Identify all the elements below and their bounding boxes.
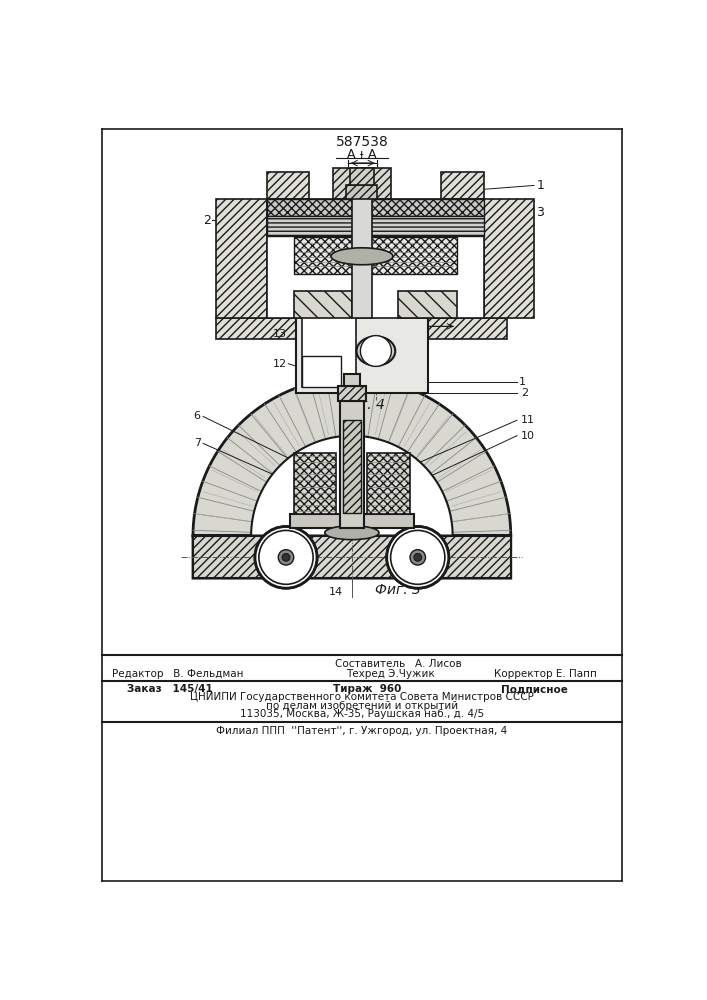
Text: 14: 14 — [329, 587, 344, 597]
Text: 13: 13 — [273, 329, 287, 339]
Text: 587538: 587538 — [336, 135, 388, 149]
Text: Фиг. 2: Фиг. 2 — [339, 344, 385, 358]
Bar — [267, 199, 484, 216]
Bar — [303, 356, 341, 387]
Text: 11: 11 — [521, 415, 534, 425]
Text: Подписное: Подписное — [501, 684, 568, 694]
Circle shape — [263, 534, 309, 580]
Bar — [340, 401, 363, 528]
Circle shape — [282, 554, 290, 561]
Bar — [267, 199, 484, 318]
Text: Заказ   145/41: Заказ 145/41 — [127, 684, 213, 694]
Bar — [216, 199, 267, 318]
Circle shape — [255, 527, 317, 588]
Bar — [293, 237, 457, 274]
Text: Корректор Е. Папп: Корректор Е. Папп — [494, 669, 597, 679]
Text: 7: 7 — [194, 438, 201, 448]
Text: Тираж  960: Тираж 960 — [333, 684, 402, 694]
Bar — [343, 420, 361, 513]
Text: 12: 12 — [273, 359, 287, 369]
Text: 3: 3 — [537, 206, 544, 219]
Text: 6: 6 — [194, 411, 201, 421]
Text: 1: 1 — [537, 179, 544, 192]
Text: А - А: А - А — [347, 148, 377, 161]
Bar — [267, 172, 309, 199]
Circle shape — [410, 550, 426, 565]
Bar — [349, 168, 374, 185]
Circle shape — [387, 527, 449, 588]
Text: Составитель   А. Лисов: Составитель А. Лисов — [335, 659, 462, 669]
Text: 1: 1 — [518, 377, 525, 387]
Text: D: D — [411, 329, 420, 342]
Bar — [216, 318, 507, 339]
Bar — [346, 185, 378, 199]
Polygon shape — [193, 378, 510, 578]
Bar — [293, 453, 337, 514]
Ellipse shape — [325, 526, 379, 540]
Text: Фиг. 4: Фиг. 4 — [339, 398, 385, 412]
Text: 113035, Москва, Ж-35, Раушская наб., д. 4/5: 113035, Москва, Ж-35, Раушская наб., д. … — [240, 709, 484, 719]
Bar — [290, 514, 414, 528]
Polygon shape — [251, 436, 452, 540]
Bar — [193, 536, 510, 578]
Circle shape — [255, 527, 317, 588]
Circle shape — [279, 550, 293, 565]
Text: ЦНИИПИ Государственного комитета Совета Министров СССР: ЦНИИПИ Государственного комитета Совета … — [190, 692, 534, 702]
Text: Филиал ППП  ''Патент'', г. Ужгород, ул. Проектная, 4: Филиал ППП ''Патент'', г. Ужгород, ул. П… — [216, 726, 508, 736]
Text: Фиг. 3: Фиг. 3 — [375, 583, 421, 597]
Text: 2: 2 — [521, 388, 528, 398]
Circle shape — [395, 534, 441, 580]
Bar — [293, 291, 352, 318]
Text: по делам изобретений и открытий: по делам изобретений и открытий — [266, 701, 458, 711]
Circle shape — [387, 527, 449, 588]
Text: 5: 5 — [192, 569, 199, 579]
Bar — [344, 374, 360, 386]
Bar — [368, 453, 410, 514]
Text: 17: 17 — [356, 356, 370, 366]
Circle shape — [361, 336, 392, 366]
Ellipse shape — [356, 336, 395, 366]
Text: 10: 10 — [521, 431, 534, 441]
Bar — [303, 315, 356, 387]
Text: Техред Э.Чужик: Техред Э.Чужик — [346, 669, 435, 679]
Circle shape — [414, 554, 421, 561]
Bar — [296, 309, 428, 393]
Bar — [332, 168, 391, 199]
Bar — [352, 169, 372, 318]
Text: Редактор   В. Фельдман: Редактор В. Фельдман — [112, 669, 243, 679]
Bar — [484, 199, 534, 318]
Bar — [441, 172, 484, 199]
Text: 2: 2 — [203, 214, 211, 227]
Bar — [398, 291, 457, 318]
Text: L: L — [360, 151, 366, 161]
Bar — [338, 386, 366, 401]
Bar — [267, 216, 484, 235]
Ellipse shape — [331, 248, 393, 265]
